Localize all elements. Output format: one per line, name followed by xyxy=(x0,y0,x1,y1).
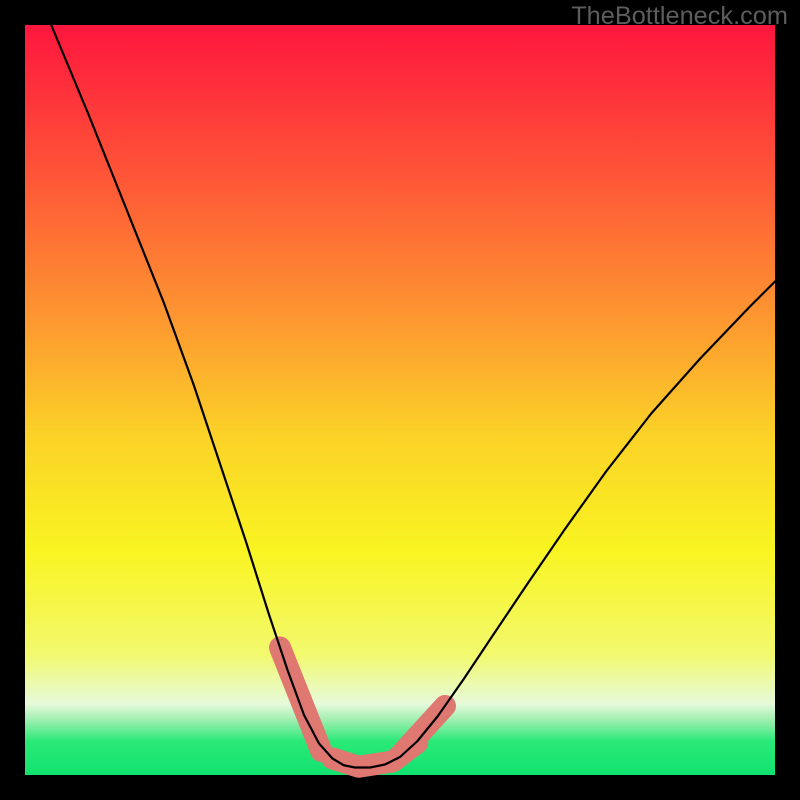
chart-svg xyxy=(0,0,800,800)
watermark-label: TheBottleneck.com xyxy=(571,2,788,31)
chart-stage: TheBottleneck.com xyxy=(0,0,800,800)
